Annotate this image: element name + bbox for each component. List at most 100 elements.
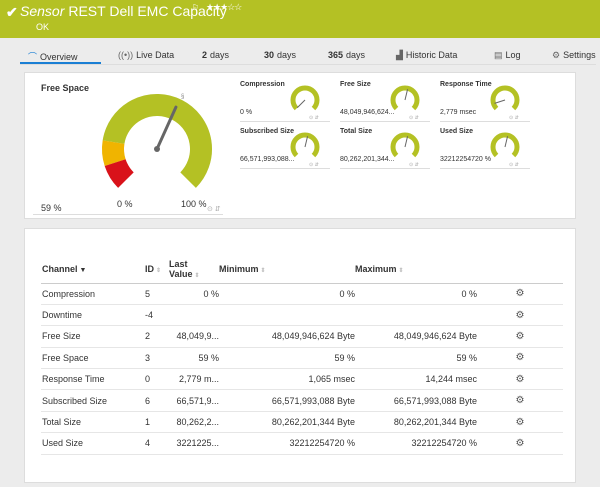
cell-last-value: 80,262,2... — [169, 411, 219, 434]
mini-gauge-subscribed-size[interactable]: Subscribed Size 66,571,993,088... ⊙ ⇵ — [240, 128, 330, 170]
tab-live-data[interactable]: ((•)) Live Data — [118, 50, 174, 64]
column-header-value-label: Value — [169, 268, 193, 279]
mini-gauge-needle — [404, 89, 409, 101]
column-header-minimum-label: Minimum — [219, 263, 259, 274]
mini-gauge-tools-icon[interactable]: ⊙ ⇵ — [309, 162, 319, 168]
cell-last-value: 48,049,9... — [169, 325, 219, 348]
column-header-maximum-label: Maximum — [355, 263, 397, 274]
gauge-warning-arc — [102, 140, 126, 166]
status-text: OK — [36, 22, 50, 32]
priority-stars[interactable]: ★★★☆☆ — [206, 2, 242, 12]
mini-gauge-tools-icon[interactable]: ⊙ ⇵ — [409, 162, 419, 168]
mini-gauge-free-size[interactable]: Free Size 48,049,946,624... ⊙ ⇵ — [340, 81, 430, 123]
mini-gauge-title: Compression — [240, 81, 285, 88]
mini-gauge-tools-icon[interactable]: ⊙ ⇵ — [409, 115, 419, 121]
cell-minimum: 1,065 msec — [219, 368, 355, 391]
tab-historic-data[interactable]: ▟ Historic Data — [396, 50, 457, 64]
tab-settings[interactable]: ⚙ Settings — [552, 50, 596, 64]
checkmark-icon: ✔ — [6, 4, 18, 20]
channel-settings-icon[interactable]: ⚙ — [515, 373, 525, 385]
mini-gauge-tools-icon[interactable]: ⊙ ⇵ — [309, 115, 319, 121]
gauge-error-arc — [104, 158, 135, 188]
primary-gauge-value: 59 % — [41, 203, 62, 213]
mini-gauge-value: 32212254720 % — [440, 156, 491, 163]
column-header-id[interactable]: ID ⇕ — [145, 255, 169, 284]
cell-maximum: 80,262,201,344 Byte — [355, 411, 477, 434]
channels-table: Channel ▼ ID ⇕ Last Value ⇕ Minimum ⇕ Maximum… — [41, 255, 563, 455]
channel-settings-icon[interactable]: ⚙ — [515, 330, 525, 342]
cell-minimum — [219, 304, 355, 327]
gauge-divider — [33, 214, 223, 215]
column-header-actions — [477, 255, 563, 284]
cell-maximum: 32212254720 % — [355, 432, 477, 455]
mini-gauge-response-time[interactable]: Response Time 2,779 msec ⊙ ⇵ — [440, 81, 530, 123]
mini-gauge-tools-icon[interactable]: ⊙ ⇵ — [509, 162, 519, 168]
channel-settings-icon[interactable]: ⚙ — [515, 437, 525, 449]
cell-channel[interactable]: Subscribed Size — [41, 389, 145, 412]
cell-maximum: 59 % — [355, 347, 477, 370]
table-row: Used Size 4 3221225... 32212254720 % 322… — [41, 432, 563, 455]
cell-channel[interactable]: Compression — [41, 283, 145, 305]
column-header-id-label: ID — [145, 263, 154, 274]
tab-settings-label: Settings — [563, 50, 596, 60]
tab-365-days-num: 365 — [328, 50, 344, 60]
cell-channel[interactable]: Used Size — [41, 432, 145, 455]
column-header-maximum[interactable]: Maximum ⇕ — [355, 255, 477, 284]
mini-gauge-needle — [494, 99, 506, 104]
cell-maximum: 48,049,946,624 Byte — [355, 325, 477, 348]
cell-id: 6 — [145, 389, 169, 412]
tab-log-label: Log — [505, 50, 521, 60]
tab-historic-data-label: Historic Data — [405, 50, 458, 60]
tab-2-days[interactable]: 2 days — [202, 50, 229, 64]
mini-gauge-dial — [390, 85, 420, 111]
column-header-last-label: Last — [169, 258, 188, 269]
cell-last-value: 0 % — [169, 283, 219, 305]
cell-channel[interactable]: Response Time — [41, 368, 145, 391]
mini-gauge-divider — [440, 168, 530, 169]
gauge-needle-hub — [154, 146, 160, 152]
tab-log[interactable]: ▤ Log — [494, 50, 521, 64]
mini-gauge-divider — [340, 121, 430, 122]
cell-channel[interactable]: Free Size — [41, 325, 145, 348]
column-header-last-value[interactable]: Last Value ⇕ — [169, 255, 219, 284]
primary-gauge[interactable]: § — [97, 89, 217, 199]
cell-channel[interactable]: Free Space — [41, 347, 145, 370]
tab-365-days[interactable]: 365 days — [328, 50, 365, 64]
table-row: Compression 5 0 % 0 % 0 % ⚙ — [41, 283, 563, 305]
mini-gauge-dial — [290, 85, 320, 111]
channel-settings-icon[interactable]: ⚙ — [515, 288, 525, 300]
mini-gauge-dial — [490, 85, 520, 111]
cell-maximum: 14,244 msec — [355, 368, 477, 391]
mini-gauge-title: Subscribed Size — [240, 128, 295, 135]
mini-gauge-arc — [490, 132, 520, 158]
mini-gauge-value: 66,571,993,088... — [240, 156, 295, 163]
tab-bar: ⌒ Overview ((•)) Live Data 2 days 30 days 36… — [20, 50, 596, 64]
cell-channel[interactable]: Downtime — [41, 304, 145, 327]
tab-2-days-label: days — [210, 50, 230, 60]
gauge-tools-icon[interactable]: ⊙ ⇵ — [207, 206, 221, 213]
mini-gauge-compression[interactable]: Compression 0 % ⊙ ⇵ — [240, 81, 330, 123]
mini-gauge-title: Free Size — [340, 81, 371, 88]
tab-30-days[interactable]: 30 days — [264, 50, 296, 64]
channel-settings-icon[interactable]: ⚙ — [515, 352, 525, 364]
flag-icon[interactable]: ⚐ — [192, 3, 200, 12]
mini-gauge-value: 2,779 msec — [440, 109, 477, 116]
sensor-title: Sensor REST Dell EMC Capacity — [20, 3, 227, 19]
channel-settings-icon[interactable]: ⚙ — [515, 309, 525, 321]
channel-settings-icon[interactable]: ⚙ — [515, 416, 525, 428]
primary-gauge-max: 100 % — [181, 199, 207, 209]
channels-panel: Channel ▼ ID ⇕ Last Value ⇕ Minimum ⇕ Maximum… — [24, 228, 576, 483]
cell-channel[interactable]: Total Size — [41, 411, 145, 434]
mini-gauge-tools-icon[interactable]: ⊙ ⇵ — [509, 115, 519, 121]
column-header-minimum[interactable]: Minimum ⇕ — [219, 255, 355, 284]
column-header-channel[interactable]: Channel ▼ — [41, 255, 145, 284]
tab-overview[interactable]: ⌒ Overview — [28, 50, 78, 64]
mini-gauge-total-size[interactable]: Total Size 80,262,201,344... ⊙ ⇵ — [340, 128, 430, 170]
cell-id: 4 — [145, 432, 169, 455]
cell-id: 3 — [145, 347, 169, 370]
mini-gauge-used-size[interactable]: Used Size 32212254720 % ⊙ ⇵ — [440, 128, 530, 170]
channel-settings-icon[interactable]: ⚙ — [515, 395, 525, 407]
cell-last-value: 66,571,9... — [169, 389, 219, 412]
cell-maximum: 66,571,993,088 Byte — [355, 389, 477, 412]
tab-divider — [20, 64, 596, 65]
